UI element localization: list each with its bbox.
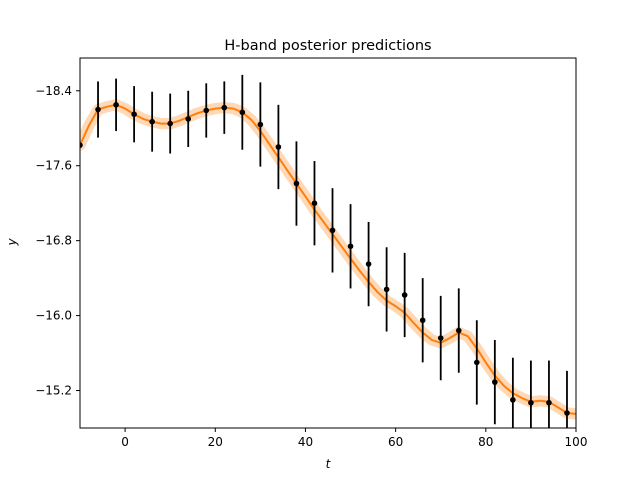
x-tick-label: 80: [478, 435, 493, 449]
observation-point: [329, 227, 336, 234]
observation-point: [221, 104, 228, 111]
observation-point: [95, 106, 101, 113]
y-axis: −18.4 −17.6 −16.8 −16.0 −15.2: [35, 84, 80, 398]
observation-point: [311, 200, 318, 206]
x-tick-label: 60: [388, 435, 403, 449]
observation-point: [293, 180, 300, 187]
observation-point: [510, 397, 516, 403]
plot-area: [80, 74, 576, 428]
x-tick-label: 40: [298, 435, 313, 449]
observation-point: [80, 142, 83, 148]
observation-point: [113, 102, 119, 108]
observation-point: [203, 107, 210, 114]
observation-point: [185, 116, 192, 122]
x-tick-label: 0: [121, 435, 129, 449]
x-tick-label: 20: [208, 435, 223, 449]
observation-point: [347, 243, 354, 250]
observation-point: [239, 109, 246, 116]
observation-point: [455, 327, 462, 334]
x-tick-label: 100: [565, 435, 588, 449]
x-axis-label: t: [326, 457, 332, 471]
observation-point: [492, 379, 498, 385]
y-tick-label: −16.8: [35, 234, 72, 248]
observation-point: [474, 359, 480, 366]
y-tick-label: −16.0: [35, 309, 72, 323]
observation-point: [383, 286, 390, 293]
observation-point: [365, 261, 372, 267]
x-axis: 0 20 40 60 80 100: [121, 428, 587, 449]
observation-point: [564, 410, 570, 416]
observation-point: [437, 335, 444, 341]
observation-point: [401, 292, 408, 298]
observation-point: [257, 121, 264, 128]
prediction-mean-line: [80, 103, 576, 415]
y-tick-label: −15.2: [35, 384, 72, 398]
observation-point: [149, 118, 155, 125]
observation-point: [275, 144, 282, 150]
observation-point: [167, 120, 173, 127]
y-axis-label: y: [5, 238, 19, 247]
y-tick-label: −17.6: [35, 159, 72, 173]
axes-frame: [79, 57, 577, 429]
chart-title: H-band posterior predictions: [224, 38, 431, 54]
observation-point: [419, 317, 426, 324]
observation-point: [131, 111, 137, 118]
observation-point: [528, 399, 534, 406]
y-tick-label: −18.4: [35, 84, 72, 98]
observation-point: [546, 399, 552, 406]
